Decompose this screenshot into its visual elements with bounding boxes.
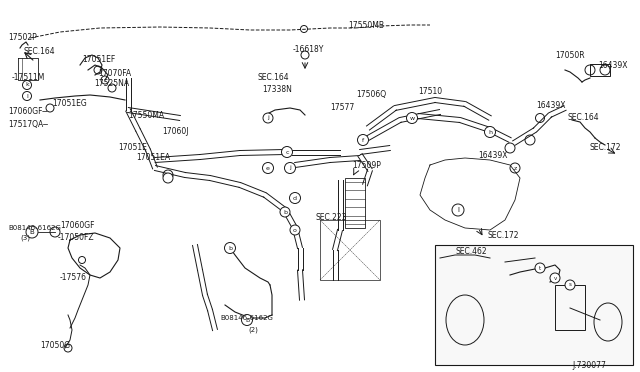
Circle shape [452,204,464,216]
Text: w: w [410,115,415,121]
Text: j: j [267,115,269,121]
Circle shape [290,225,300,235]
Text: B: B [29,229,35,235]
Text: j: j [289,166,291,170]
Text: -17576: -17576 [60,273,87,282]
Text: SEC.172: SEC.172 [590,144,621,153]
Circle shape [241,314,253,326]
Circle shape [550,273,560,283]
Text: 17051EG: 17051EG [52,99,87,109]
Text: 16439X: 16439X [598,61,627,70]
Text: f: f [362,138,364,142]
Circle shape [358,135,369,145]
Text: SEC.164: SEC.164 [568,113,600,122]
Text: B: B [245,317,249,323]
Circle shape [225,243,236,253]
Text: SEC.223: SEC.223 [315,214,346,222]
Text: l: l [26,93,28,99]
Text: z: z [513,166,516,170]
Text: 17550MA: 17550MA [128,110,164,119]
Text: 17517QA─: 17517QA─ [8,119,48,128]
Circle shape [282,147,292,157]
Circle shape [289,192,301,203]
Text: 17577: 17577 [330,103,355,112]
Text: (2): (2) [248,327,258,333]
Text: 17506Q: 17506Q [356,90,386,99]
Circle shape [263,113,273,123]
Text: 17050G: 17050G [40,340,70,350]
Text: o: o [293,228,297,232]
Bar [590,64,610,76]
Text: 17060GF─: 17060GF─ [8,108,47,116]
Text: 17070FA: 17070FA [98,68,131,77]
Circle shape [22,80,31,90]
Circle shape [565,280,575,290]
Circle shape [285,163,296,173]
Bar [345,178,365,228]
Text: 16439X: 16439X [478,151,508,160]
Text: 17050R: 17050R [555,51,584,60]
Text: SEC.172: SEC.172 [487,231,518,240]
Text: 17525NA: 17525NA [94,80,129,89]
Bar [555,285,585,330]
Text: SEC.462: SEC.462 [455,247,486,257]
Circle shape [262,163,273,173]
Text: 17502P: 17502P [8,33,36,42]
Bar [320,220,380,280]
Text: b: b [228,246,232,250]
Text: -17050FZ: -17050FZ [58,234,95,243]
Text: 17051EF: 17051EF [82,55,115,64]
Text: 17338N: 17338N [262,86,292,94]
Text: k: k [25,83,29,87]
Text: B08146-6162G: B08146-6162G [220,315,273,321]
Circle shape [163,173,173,183]
Text: 17060GF: 17060GF [60,221,95,231]
Text: SEC.164: SEC.164 [24,48,56,57]
Text: c: c [285,150,289,154]
Text: h: h [488,129,492,135]
Circle shape [280,207,290,217]
Text: 17509P: 17509P [352,160,381,170]
Text: 17060J: 17060J [162,128,189,137]
Text: d: d [293,196,297,201]
Text: b: b [283,209,287,215]
Text: -17511M: -17511M [12,74,45,83]
Text: (3): (3) [20,235,30,241]
Text: e: e [266,166,270,170]
Text: 17550MB: 17550MB [348,20,384,29]
Text: v: v [554,276,557,280]
Text: t: t [539,266,541,270]
Text: SEC.164: SEC.164 [258,74,290,83]
Circle shape [406,112,417,124]
Text: J.730077: J.730077 [572,360,606,369]
Text: B08146-6162G: B08146-6162G [8,225,61,231]
Text: -16618Y: -16618Y [293,45,324,55]
Circle shape [22,92,31,100]
Text: 17510: 17510 [418,87,442,96]
Circle shape [535,263,545,273]
Text: 17051EA: 17051EA [136,154,170,163]
Text: 16439X: 16439X [536,100,566,109]
Text: 17051E: 17051E [118,144,147,153]
Circle shape [26,226,38,238]
Text: I: I [457,207,459,213]
Text: s: s [568,282,572,288]
Bar [435,245,633,365]
Circle shape [484,126,495,138]
